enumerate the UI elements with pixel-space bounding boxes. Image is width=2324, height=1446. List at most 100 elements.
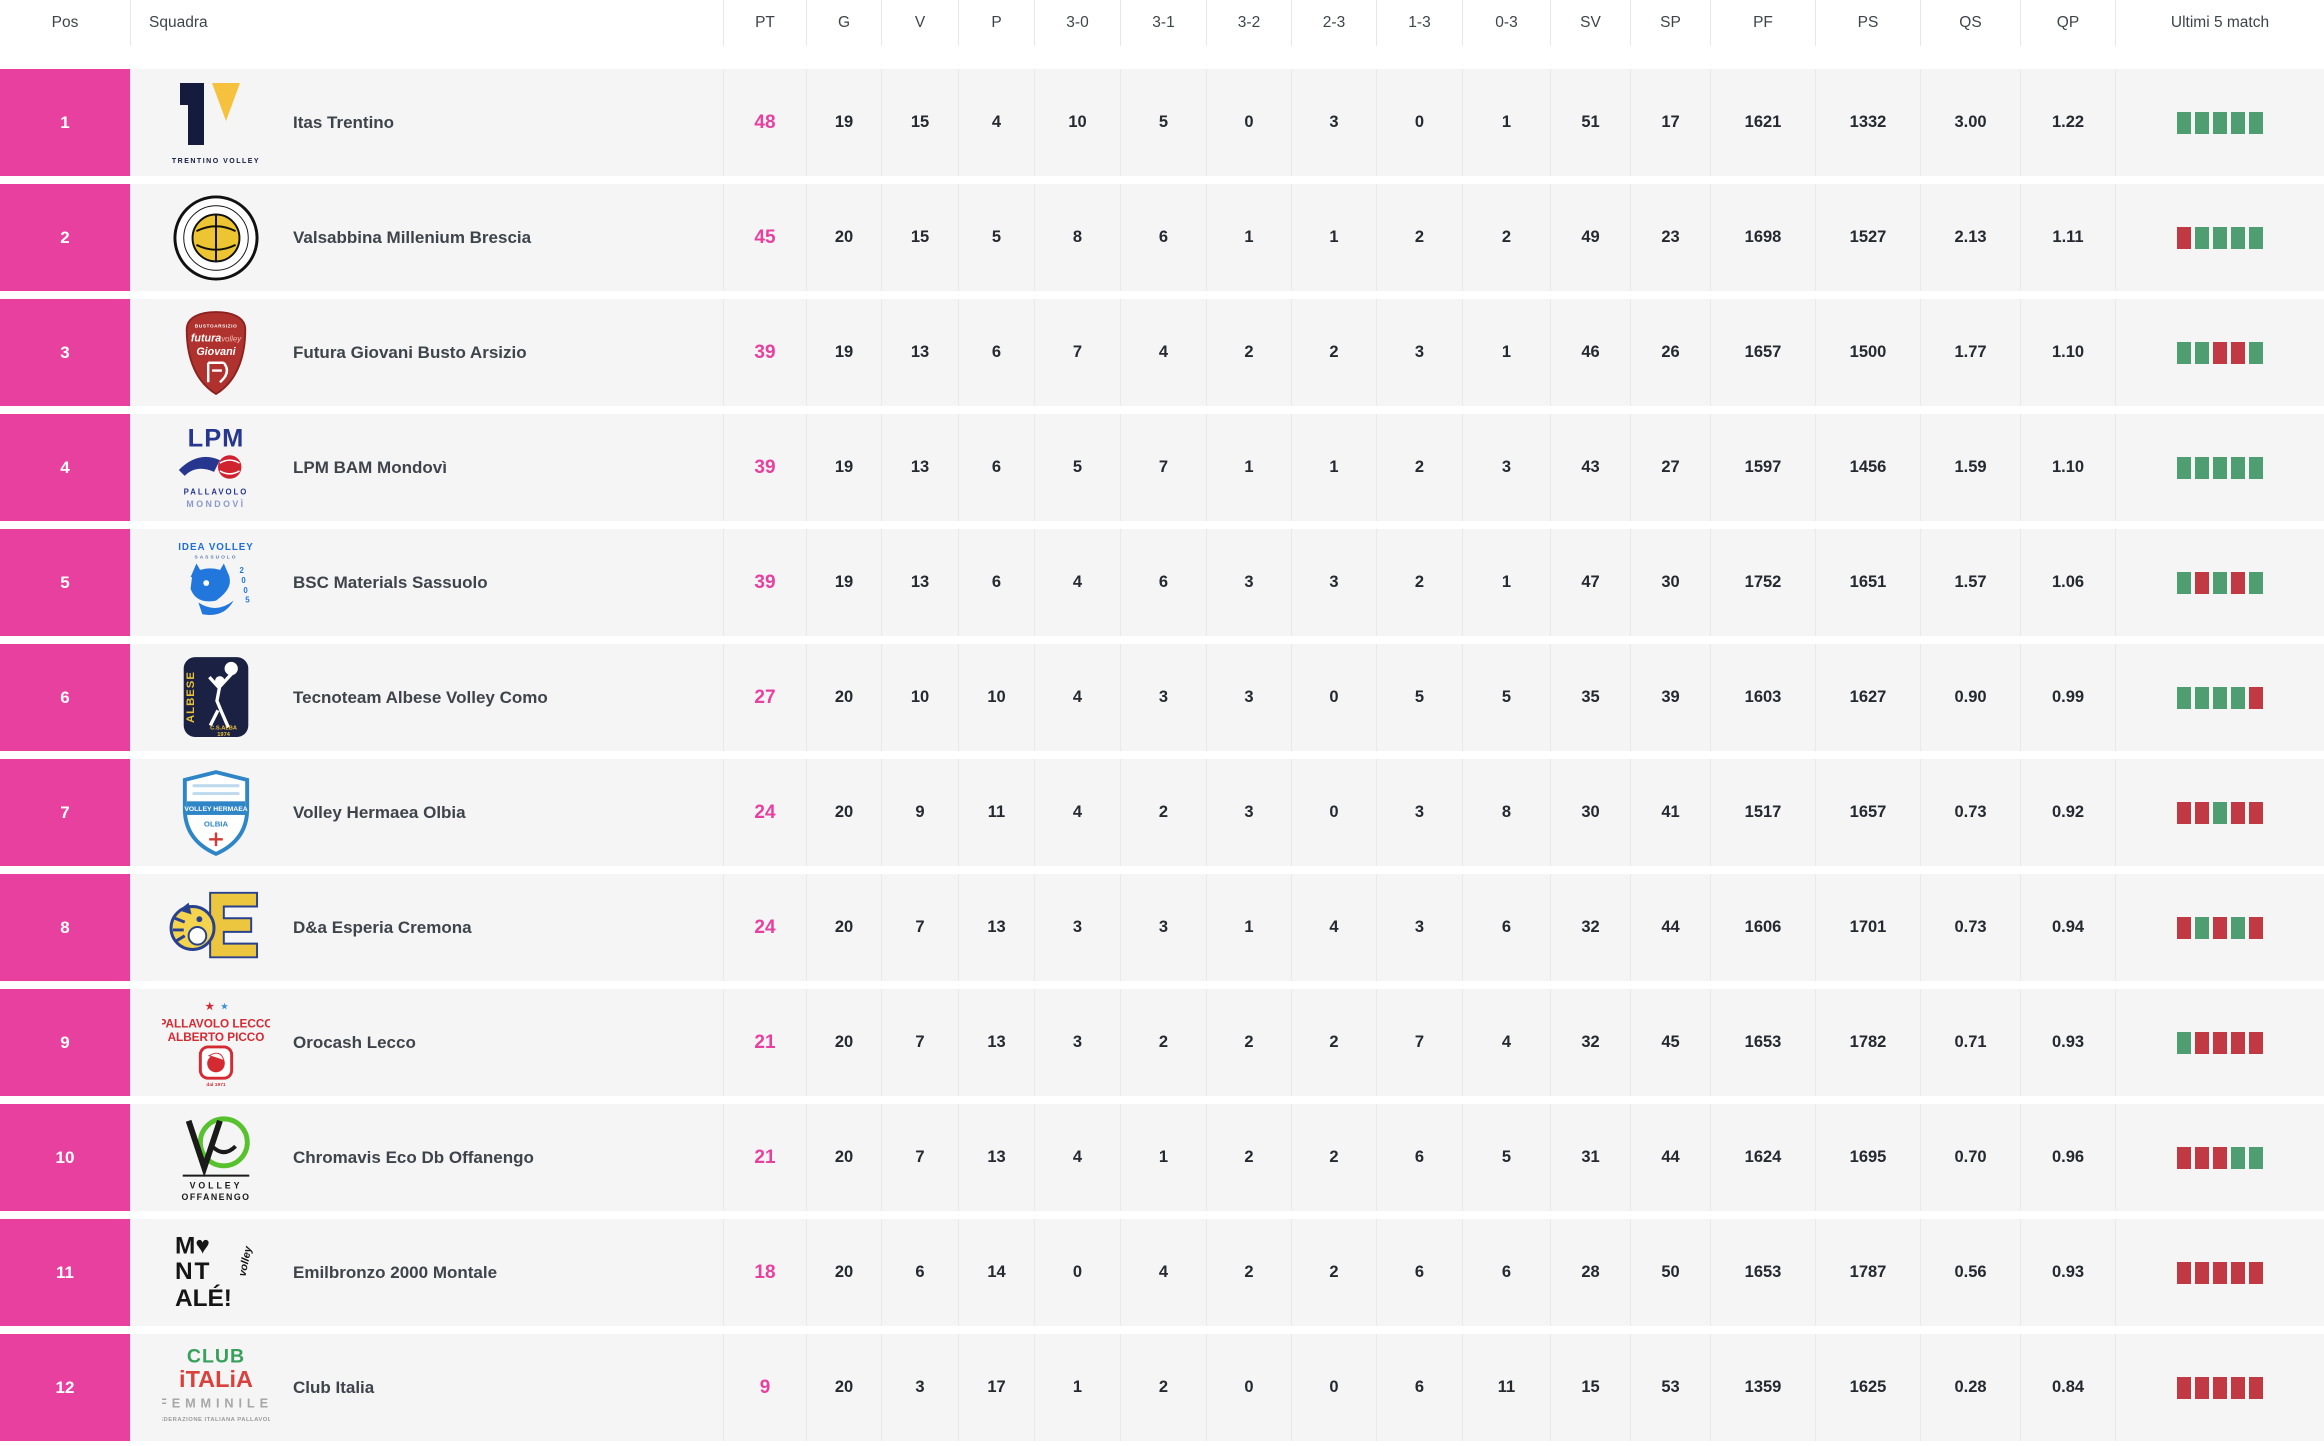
loss-square [2249, 1031, 2263, 1054]
loss-square [2195, 1146, 2209, 1169]
score-3-0-cell: 8 [1034, 184, 1120, 291]
team-name: Chromavis Eco Db Offanengo [293, 1147, 534, 1167]
svg-text:LPM: LPM [188, 424, 245, 452]
team-cell[interactable]: ALBESE C.S.ALBA 1974 Tecnoteam Albese Voll… [130, 644, 723, 751]
sets-lost-cell: 27 [1630, 414, 1710, 521]
score-3-2-cell: 0 [1206, 69, 1291, 176]
loss-square [2231, 801, 2245, 824]
points-for-cell: 1603 [1710, 644, 1815, 751]
win-square [2249, 571, 2263, 594]
win-square [2195, 686, 2209, 709]
score-0-3-cell: 5 [1462, 1104, 1550, 1211]
score-2-3-cell: 0 [1291, 759, 1376, 866]
win-square [2177, 1031, 2191, 1054]
position-badge: 4 [0, 414, 130, 521]
team-cell[interactable]: BUSTOARSIZIO futuravolley Giovani Futura G… [130, 299, 723, 406]
team-cell[interactable]: D&a Esperia Cremona [130, 874, 723, 981]
score-3-1-cell: 2 [1120, 989, 1206, 1096]
table-row[interactable]: 6 ALBESE C.S.ALBA 1974 Tecnoteam Albese Vo… [0, 644, 2324, 751]
position-badge: 1 [0, 69, 130, 176]
points-for-cell: 1752 [1710, 529, 1815, 636]
points-for-cell: 1624 [1710, 1104, 1815, 1211]
table-row[interactable]: 11 M♥ NT ALÉ! volley Emilbronzo 2000 Montal… [0, 1219, 2324, 1326]
team-logo: IDEA VOLLEY SASSUOLO 2 0 0 5 [161, 534, 271, 632]
col-header-ultimi5: Ultimi 5 match [2115, 0, 2324, 46]
points-against-cell: 1695 [1815, 1104, 1920, 1211]
score-0-3-cell: 8 [1462, 759, 1550, 866]
score-3-2-cell: 3 [1206, 644, 1291, 751]
set-quotient-cell: 1.77 [1920, 299, 2020, 406]
points-cell: 45 [723, 184, 806, 291]
svg-text:CLUB: CLUB [187, 1345, 245, 1367]
team-cell[interactable]: LPM PALLAVOLO MONDOVÌ LPM BAM Mondovì [130, 414, 723, 521]
score-3-2-cell: 1 [1206, 184, 1291, 291]
team-cell[interactable]: IDEA VOLLEY SASSUOLO 2 0 0 5 BSC Materials Sa… [130, 529, 723, 636]
loss-square [2231, 341, 2245, 364]
table-row[interactable]: 4 LPM PALLAVOLO MONDOVÌ LPM BAM Mondovì 39… [0, 414, 2324, 521]
loss-square [2213, 1376, 2227, 1399]
wins-cell: 9 [881, 759, 958, 866]
team-cell[interactable]: VOLLEY OFFANENGO Chromavis Eco Db Offanen… [130, 1104, 723, 1211]
set-quotient-cell: 0.73 [1920, 759, 2020, 866]
score-1-3-cell: 5 [1376, 644, 1462, 751]
col-header-0-3: 0-3 [1462, 0, 1550, 46]
team-cell[interactable]: Valsabbina Millenium Brescia [130, 184, 723, 291]
score-3-2-cell: 2 [1206, 299, 1291, 406]
score-3-2-cell: 2 [1206, 1219, 1291, 1326]
team-logo: TRENTINO VOLLEY [161, 74, 271, 172]
svg-text:TRENTINO VOLLEY: TRENTINO VOLLEY [172, 158, 260, 165]
loss-square [2177, 1146, 2191, 1169]
last5-results [2115, 759, 2324, 866]
table-row[interactable]: 2 Valsabbina Millenium Brescia 45 20 15 … [0, 184, 2324, 291]
points-against-cell: 1625 [1815, 1334, 1920, 1441]
points-cell: 48 [723, 69, 806, 176]
loss-square [2177, 916, 2191, 939]
win-square [2213, 226, 2227, 249]
score-2-3-cell: 4 [1291, 874, 1376, 981]
win-square [2213, 686, 2227, 709]
last5-results [2115, 414, 2324, 521]
win-square [2195, 456, 2209, 479]
table-row[interactable]: 1 TRENTINO VOLLEY Itas Trentino 48 19 15… [0, 69, 2324, 176]
table-row[interactable]: 10 VOLLEY OFFANENGO Chromavis Eco Db Offa… [0, 1104, 2324, 1211]
score-1-3-cell: 0 [1376, 69, 1462, 176]
losses-cell: 13 [958, 1104, 1034, 1211]
losses-cell: 6 [958, 414, 1034, 521]
svg-text:VOLLEY: VOLLEY [190, 1180, 243, 1190]
table-row[interactable]: 5 IDEA VOLLEY SASSUOLO 2 0 0 5 BSC Materials … [0, 529, 2324, 636]
svg-text:volley: volley [237, 1244, 255, 1277]
table-row[interactable]: 7 VOLLEY HERMAEA OLBIA Volley Hermaea Olb… [0, 759, 2324, 866]
loss-square [2249, 1261, 2263, 1284]
team-cell[interactable]: M♥ NT ALÉ! volley Emilbronzo 2000 Montale [130, 1219, 723, 1326]
win-square [2195, 226, 2209, 249]
points-against-cell: 1500 [1815, 299, 1920, 406]
loss-square [2195, 571, 2209, 594]
loss-square [2177, 1261, 2191, 1284]
last5-results [2115, 989, 2324, 1096]
losses-cell: 13 [958, 874, 1034, 981]
point-quotient-cell: 0.93 [2020, 989, 2115, 1096]
win-square [2177, 341, 2191, 364]
sets-lost-cell: 30 [1630, 529, 1710, 636]
points-cell: 39 [723, 299, 806, 406]
team-cell[interactable]: VOLLEY HERMAEA OLBIA Volley Hermaea Olbia [130, 759, 723, 866]
set-quotient-cell: 0.71 [1920, 989, 2020, 1096]
table-row[interactable]: 3 BUSTOARSIZIO futuravolley Giovani Futura… [0, 299, 2324, 406]
team-cell[interactable]: ★ ★ PALLAVOLO LECCO ALBERTO PICCO dal 1971 O… [130, 989, 723, 1096]
team-cell[interactable]: TRENTINO VOLLEY Itas Trentino [130, 69, 723, 176]
sets-won-cell: 43 [1550, 414, 1630, 521]
score-3-2-cell: 2 [1206, 1104, 1291, 1211]
table-row[interactable]: 9 ★ ★ PALLAVOLO LECCO ALBERTO PICCO dal 1971… [0, 989, 2324, 1096]
table-row[interactable]: 8 D&a Esperia Cremona 24 20 7 13 3 3 1 4… [0, 874, 2324, 981]
losses-cell: 6 [958, 529, 1034, 636]
position-badge: 6 [0, 644, 130, 751]
svg-text:NT: NT [175, 1257, 211, 1284]
set-quotient-cell: 0.70 [1920, 1104, 2020, 1211]
team-name: LPM BAM Mondovì [293, 457, 447, 477]
point-quotient-cell: 0.99 [2020, 644, 2115, 751]
score-0-3-cell: 6 [1462, 1219, 1550, 1326]
loss-square [2213, 916, 2227, 939]
losses-cell: 13 [958, 989, 1034, 1096]
